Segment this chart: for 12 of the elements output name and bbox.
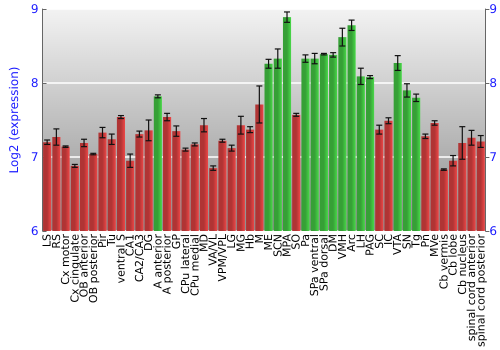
y-tick-label: 6 (30, 224, 39, 238)
y-tick-label: 7 (30, 150, 39, 164)
y2-tick-label: 6 (489, 224, 498, 238)
y-tick-label: 8 (30, 76, 39, 90)
y2-tick-label: 8 (489, 76, 498, 90)
y-axis-title: Log2 (expression) (7, 66, 21, 174)
y2-tick-label: 9 (489, 2, 498, 16)
y2-tick-label: 7 (489, 150, 498, 164)
x-tick-label: OB posterior (86, 234, 100, 304)
x-tick-label: A posterior (160, 234, 174, 294)
y-tick-label: 9 (30, 2, 39, 16)
x-tick-label: Tg (410, 234, 423, 249)
